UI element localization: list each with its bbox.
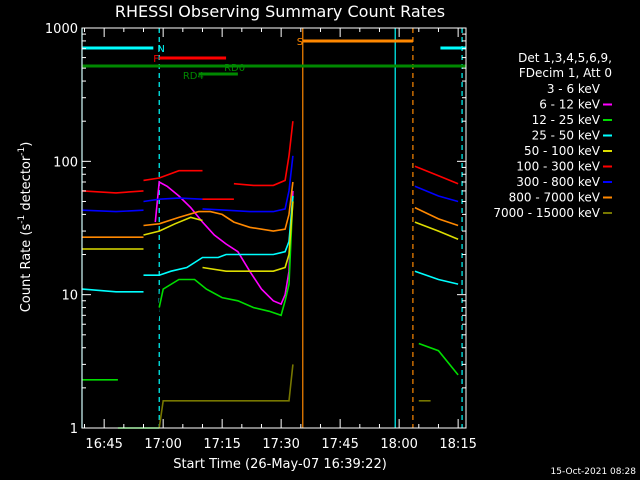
series-3-segment-4: [418, 342, 459, 376]
legend-label-5: 50 - 100 keV: [524, 144, 601, 158]
series-6-segment-5: [414, 165, 459, 185]
flag-label-rd0: RD0: [224, 63, 245, 74]
legend: Det 1,3,4,5,6,9,FDecim 1, Att 0 3 - 6 keV…: [493, 51, 612, 220]
flag-label-n: N: [157, 44, 164, 55]
series-7-segment-3: [202, 155, 294, 213]
legend-label-4: 25 - 50 keV: [532, 129, 601, 143]
ylabel-part-2: detector: [19, 155, 34, 215]
legend-label-7: 300 - 800 keV: [516, 175, 600, 189]
plot-frame: [81, 27, 467, 429]
x-tick-label-7: 18:15: [439, 437, 476, 452]
series-4-segment-3: [414, 270, 459, 285]
series-5-segment-4: [414, 221, 459, 241]
series-6-segment-1: [82, 190, 144, 194]
x-tick-label-2: 17:00: [144, 437, 181, 452]
frame-layer: 1 10 100 1000 16:45 17:00 17:15 17:30 17:45 18:00…: [45, 22, 477, 452]
flag-label-rd4: RD4: [183, 71, 204, 82]
x-tick-label-6: 18:00: [380, 437, 417, 452]
series-5-segment-3: [202, 201, 294, 273]
legend-header-1: Det 1,3,4,5,6,9,: [518, 51, 612, 65]
series-3-segment-3: [158, 195, 294, 317]
ylabel-part-3: ): [19, 142, 34, 147]
series-6-segment-2: [143, 169, 203, 182]
ylabel-part-1: Count Rate (s: [19, 224, 34, 313]
ylabel-sup-2: -1: [17, 147, 27, 156]
series-7-segment-2: [143, 197, 203, 203]
chart-title: RHESSI Observing Summary Count Rates: [115, 2, 445, 21]
timestamp: 15-Oct-2021 08:28: [551, 467, 637, 477]
legend-label-2: 6 - 12 keV: [539, 98, 601, 112]
x-tick-label-3: 17:15: [203, 437, 240, 452]
x-tick-label-5: 17:45: [321, 437, 358, 452]
series-7-segment-1: [82, 209, 144, 213]
series-8-segment-3: [414, 206, 459, 227]
y-tick-label-2: 10: [61, 289, 78, 304]
y-tick-label-4: 1000: [45, 22, 78, 37]
plot-layer: NF RD0 RD4 S: [81, 28, 466, 429]
legend-label-9: 7000 - 15000 keV: [493, 206, 600, 220]
series-4-segment-2: [143, 195, 294, 277]
flag-label-s: S: [297, 37, 303, 48]
series-4-segment-1: [82, 288, 144, 293]
y-tick-label-1: 1: [70, 422, 78, 437]
series-8-segment-2: [143, 181, 294, 232]
ylabel-sup-1: -1: [17, 215, 27, 224]
series-2-segment-1: [154, 180, 294, 306]
flag-label-f: F: [153, 54, 159, 65]
legend-label-6: 100 - 300 keV: [516, 160, 600, 174]
x-tick-label-4: 17:30: [262, 437, 299, 452]
series-5-segment-2: [143, 216, 203, 236]
series-7-segment-4: [414, 185, 459, 203]
series-6-segment-4: [233, 121, 294, 187]
legend-header-2: FDecim 1, Att 0: [519, 66, 612, 80]
y-tick-label-3: 100: [53, 155, 78, 170]
legend-label-8: 800 - 7000 keV: [509, 191, 601, 205]
y-axis-label: Count Rate (s-1 detector-1): [17, 142, 34, 313]
x-axis-label: Start Time (26-May-07 16:39:22): [173, 457, 387, 472]
x-tick-label-1: 16:45: [85, 437, 122, 452]
legend-label-1: 3 - 6 keV: [547, 82, 601, 96]
series-9-segment-1: [158, 364, 294, 429]
legend-label-3: 12 - 25 keV: [532, 113, 601, 127]
